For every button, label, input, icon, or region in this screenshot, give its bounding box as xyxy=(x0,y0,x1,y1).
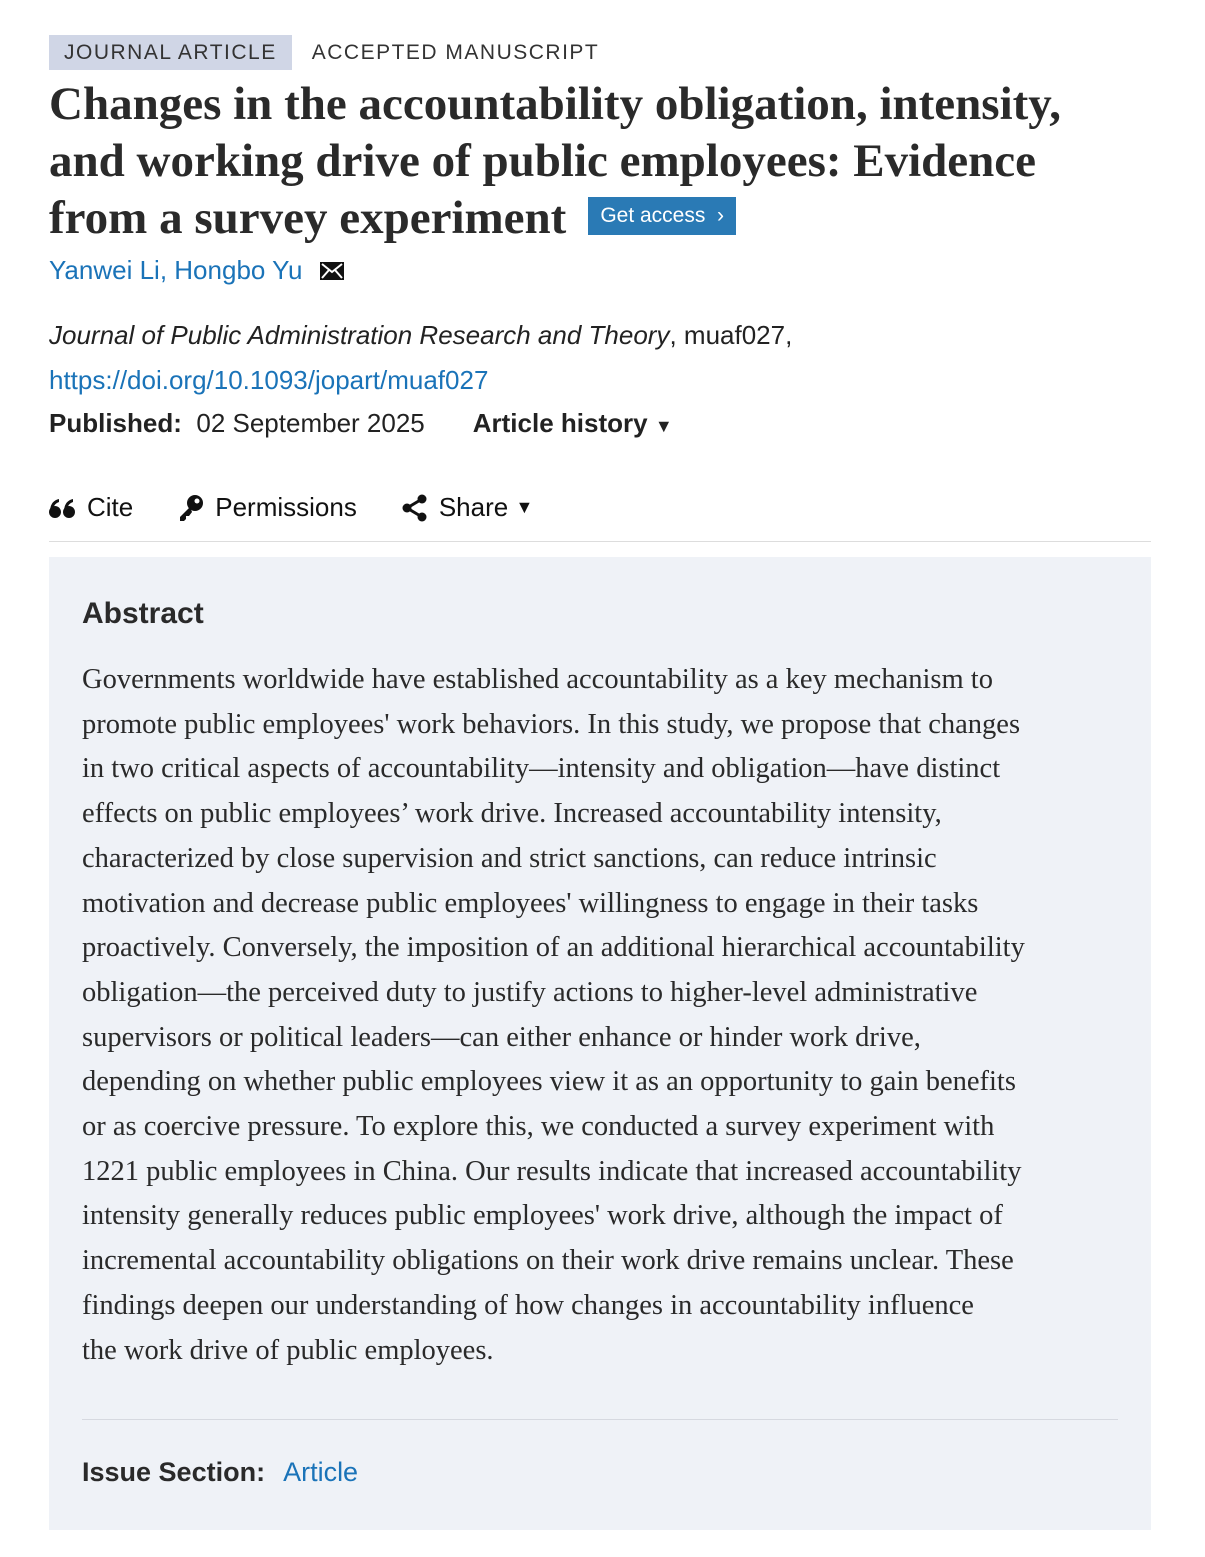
cite-label: Cite xyxy=(87,492,134,522)
divider xyxy=(82,1419,1118,1420)
article-history-toggle[interactable]: Article history ▼ xyxy=(473,408,673,439)
permissions-button[interactable]: Permissions xyxy=(177,492,357,523)
article-tags: JOURNAL ARTICLE ACCEPTED MANUSCRIPT xyxy=(49,35,599,70)
abstract-text: Governments worldwide have established a… xyxy=(82,658,1025,1373)
envelope-icon[interactable] xyxy=(319,262,344,280)
doi-link[interactable]: https://doi.org/10.1093/jopart/muaf027 xyxy=(49,365,489,395)
journal-name: Journal of Public Administration Researc… xyxy=(49,320,670,350)
abstract-line: Governments worldwide have established a… xyxy=(82,664,993,695)
abstract-line: or as coercive pressure. To explore this… xyxy=(82,1111,995,1143)
article-history-label: Article history xyxy=(472,408,648,438)
abstract-line: supervisors or political leaders—can eit… xyxy=(82,1021,921,1053)
abstract-line: effects on public employees’ work drive.… xyxy=(82,798,942,830)
article-id: , muaf027, xyxy=(669,320,793,350)
abstract-heading: Abstract xyxy=(82,597,204,630)
abstract-line: depending on whether public employees vi… xyxy=(82,1066,1016,1098)
article-type-tag: JOURNAL ARTICLE xyxy=(49,35,292,70)
title-line: Changes in the accountability obligation… xyxy=(49,78,1061,130)
cite-button[interactable]: Cite xyxy=(49,492,133,523)
abstract-line: characterized by close supervision and s… xyxy=(82,842,937,874)
article-title: Changes in the accountability obligation… xyxy=(49,76,1159,247)
caret-down-icon: ▼ xyxy=(654,416,673,436)
author-separator: , xyxy=(159,255,168,285)
abstract-line: promote public employees' work behaviors… xyxy=(82,708,1021,740)
author-link[interactable]: Yanwei Li xyxy=(49,255,160,285)
caret-down-icon: ▼ xyxy=(515,497,534,517)
issue-section-link[interactable]: Article xyxy=(283,1457,359,1487)
abstract-line: the work drive of public employees. xyxy=(82,1334,494,1366)
divider xyxy=(49,541,1151,542)
abstract-line: in two critical aspects of accountabilit… xyxy=(82,753,1001,785)
share-button[interactable]: Share ▼ xyxy=(401,492,533,523)
author-link[interactable]: Hongbo Yu xyxy=(174,255,303,285)
abstract-line: 1221 public employees in China. Our resu… xyxy=(82,1155,1022,1187)
permissions-label: Permissions xyxy=(215,492,357,522)
manuscript-status-tag: ACCEPTED MANUSCRIPT xyxy=(311,40,600,64)
quote-icon xyxy=(49,498,75,518)
author-list: Yanwei Li, Hongbo Yu xyxy=(49,255,344,286)
abstract-line: findings deepen our understanding of how… xyxy=(82,1289,974,1321)
key-icon xyxy=(180,494,204,521)
journal-citation: Journal of Public Administration Researc… xyxy=(49,320,792,351)
issue-section-label: Issue Section: xyxy=(82,1457,266,1487)
chevron-right-icon: › xyxy=(717,204,725,228)
abstract-line: motivation and decrease public employees… xyxy=(82,887,979,919)
abstract-line: proactively. Conversely, the imposition … xyxy=(82,932,1025,964)
title-line: and working drive of public employees: E… xyxy=(49,135,1037,187)
title-line: from a survey experiment xyxy=(49,192,567,244)
publication-info: Published: 02 September 2025 Article his… xyxy=(49,408,673,439)
share-label: Share xyxy=(438,492,509,522)
published-date: 02 September 2025 xyxy=(196,408,425,438)
article-tools: Cite Permissions Share ▼ xyxy=(49,492,577,523)
get-access-button[interactable]: Get access › xyxy=(588,197,737,236)
abstract-section: Abstract Governments worldwide have esta… xyxy=(49,557,1151,1530)
issue-section: Issue Section: Article xyxy=(82,1457,358,1488)
abstract-line: incremental accountability obligations o… xyxy=(82,1245,1014,1277)
share-icon xyxy=(402,494,427,521)
published-label: Published: xyxy=(49,408,182,438)
abstract-line: intensity generally reduces public emplo… xyxy=(82,1200,1003,1232)
get-access-label: Get access xyxy=(600,204,706,228)
abstract-line: obligation—the perceived duty to justify… xyxy=(82,976,978,1008)
